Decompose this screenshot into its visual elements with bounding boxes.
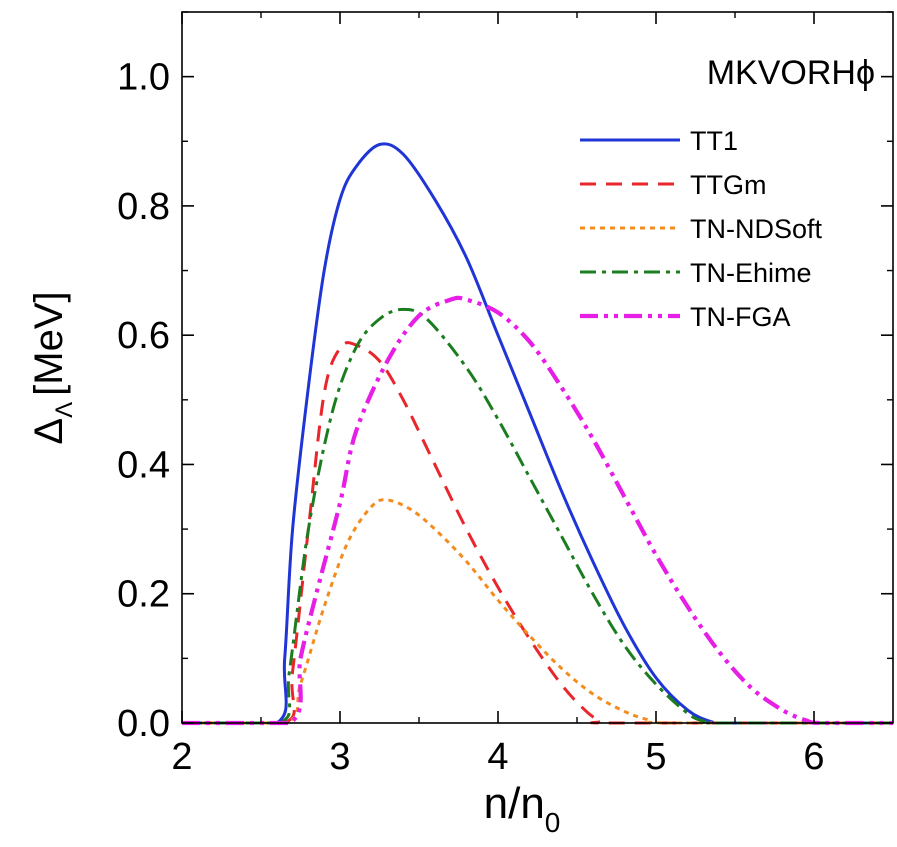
series-line-tn-ndsoft (182, 498, 893, 725)
axis-ticks (181, 11, 893, 724)
x-tick-label: 2 (171, 736, 192, 778)
y-tick-label: 0.0 (117, 703, 170, 745)
axis-tick-labels: 2 3 4 5 6 0.0 0.2 0.4 0.6 0.8 1.0 (117, 57, 824, 778)
y-tick-label: 0.2 (117, 574, 170, 616)
series-line-ttgm (182, 341, 893, 725)
legend-label: TN-NDSoft (690, 214, 823, 244)
x-axis-label-main: n/n (484, 779, 545, 828)
legend-label: TT1 (690, 126, 738, 156)
x-tick-label: 5 (645, 736, 666, 778)
series-line-tt1 (182, 142, 893, 725)
y-axis-label-subscript: Λ (51, 402, 78, 418)
legend: TT1 TTGm TN-NDSoft TN-Ehime TN-FGA (580, 126, 823, 332)
y-tick-label: 0.6 (117, 315, 170, 357)
series-line-tn-fga (182, 295, 893, 726)
series-line-tn-ehime (182, 307, 893, 725)
series-curves (182, 142, 893, 726)
legend-label: TN-FGA (690, 302, 791, 332)
y-axis-label: ΔΛ [MeV] (27, 291, 78, 444)
legend-label: TTGm (690, 170, 766, 200)
y-tick-label: 0.4 (117, 444, 170, 486)
y-axis-label-symbol: Δ (27, 418, 71, 445)
x-tick-label: 3 (329, 736, 350, 778)
x-tick-label: 4 (487, 736, 508, 778)
y-axis-label-unit: [MeV] (27, 291, 71, 395)
plot-frame (181, 11, 894, 724)
chart-title: MKVORHϕ (707, 54, 875, 92)
y-tick-label: 1.0 (117, 57, 170, 99)
legend-label: TN-Ehime (690, 258, 812, 288)
x-tick-label: 6 (803, 736, 824, 778)
x-axis-label: n/n0 (484, 779, 561, 838)
y-tick-label: 0.8 (117, 186, 170, 228)
x-axis-label-subscript: 0 (545, 807, 561, 838)
